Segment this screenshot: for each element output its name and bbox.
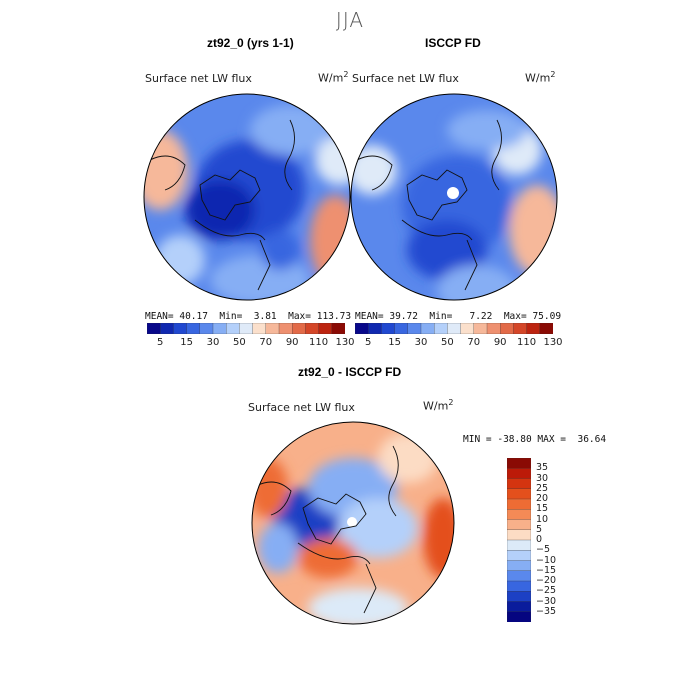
colorbar-tick-label: 50 — [441, 337, 454, 348]
panel2-stats: MEAN= 39.72 Min= 7.22 Max= 75.09 — [355, 311, 562, 322]
colorbar-tick-label: 30 — [414, 337, 428, 348]
colorbar-swatch — [355, 323, 369, 334]
panel2-variable-label: Surface net LW flux — [352, 72, 459, 85]
colorbar-swatch — [500, 323, 515, 334]
colorbar-tick-label: 15 — [180, 337, 193, 348]
colorbar-swatch — [507, 601, 531, 613]
colorbar-swatch — [318, 323, 333, 334]
colorbar-tick-label: 70 — [259, 337, 273, 348]
colorbar-swatch — [526, 323, 541, 334]
panel3-title: zt92_0 - ISCCP FD — [298, 365, 402, 379]
colorbar-tick-label: 5 — [365, 337, 372, 348]
colorbar-tick-label: 110 — [517, 337, 537, 348]
colorbar-swatch — [507, 529, 531, 541]
colorbar-swatch — [507, 550, 531, 561]
colorbar-swatch — [292, 323, 307, 334]
colorbar-swatch — [278, 323, 293, 334]
colorbar-tick-label: 90 — [285, 337, 299, 348]
panel3-units: W/m2 — [423, 398, 454, 413]
panel1-colorbar — [147, 323, 345, 334]
colorbar-tick-label: 20 — [536, 493, 549, 504]
panel3-variable-label: Surface net LW flux — [248, 401, 355, 414]
colorbar-swatch — [252, 323, 267, 334]
colorbar-swatch — [226, 323, 241, 334]
panel1-map — [143, 93, 351, 301]
colorbar-swatch — [507, 539, 531, 551]
colorbar-swatch — [331, 323, 345, 334]
colorbar-swatch — [265, 323, 280, 334]
colorbar-swatch — [368, 323, 383, 334]
colorbar-tick-label: 25 — [536, 482, 549, 494]
colorbar-swatch — [507, 458, 531, 469]
colorbar-swatch — [305, 323, 320, 334]
colorbar-tick-label: 15 — [536, 503, 549, 515]
panel1-title: zt92_0 (yrs 1-1) — [207, 36, 294, 50]
colorbar-tick-label: 35 — [536, 462, 549, 474]
colorbar-swatch — [539, 323, 553, 334]
colorbar-swatch — [507, 611, 531, 622]
colorbar-swatch — [507, 509, 531, 520]
colorbar-tick-label: −5 — [536, 544, 551, 556]
panel3-colorbar — [507, 458, 531, 622]
colorbar-swatch — [460, 323, 475, 334]
colorbar-swatch — [507, 591, 531, 602]
panel1-variable-label: Surface net LW flux — [145, 72, 252, 85]
colorbar-tick-label: 130 — [335, 337, 355, 348]
colorbar-tick-label: −25 — [536, 585, 557, 597]
colorbar-tick-label: −35 — [536, 605, 557, 617]
colorbar-swatch — [507, 468, 531, 479]
colorbar-swatch — [486, 323, 501, 334]
main-title: JJA — [335, 8, 365, 32]
colorbar-swatch — [173, 323, 188, 334]
colorbar-tick-label: 0 — [536, 534, 543, 545]
colorbar-tick-label: −15 — [536, 564, 557, 576]
colorbar-tick-label: 30 — [536, 472, 549, 484]
colorbar-tick-label: −30 — [536, 595, 557, 607]
colorbar-swatch — [507, 519, 531, 531]
colorbar-swatch — [212, 323, 227, 334]
colorbar-swatch — [186, 323, 201, 334]
colorbar-swatch — [473, 323, 488, 334]
colorbar-tick-label: 15 — [388, 337, 401, 348]
panel2-units: W/m2 — [525, 70, 556, 85]
colorbar-swatch — [507, 488, 531, 500]
colorbar-tick-label: 5 — [157, 337, 164, 348]
panel2-colorbar — [355, 323, 553, 334]
colorbar-tick-label: 10 — [536, 513, 549, 525]
colorbar-tick-label: 50 — [233, 337, 246, 348]
panel1-units: W/m2 — [318, 70, 349, 85]
colorbar-swatch — [407, 323, 422, 334]
colorbar-tick-label: −20 — [536, 575, 557, 586]
panel2-title: ISCCP FD — [425, 36, 481, 50]
colorbar-tick-label: 30 — [206, 337, 220, 348]
colorbar-swatch — [507, 570, 531, 582]
panel3-stats: MIN = -38.80 MAX = 36.64 — [463, 434, 607, 445]
colorbar-swatch — [381, 323, 396, 334]
colorbar-swatch — [507, 478, 531, 490]
colorbar-swatch — [447, 323, 462, 334]
colorbar-swatch — [420, 323, 435, 334]
panel3-map — [251, 421, 455, 625]
colorbar-swatch — [394, 323, 409, 334]
panel1-stats: MEAN= 40.17 Min= 3.81 Max= 113.73 — [145, 311, 352, 322]
panel3-colorbar-ticks: 35 30 25 20 15 10 5 0 −5 −10 −15 −20 −25 −30 −35 — [536, 458, 576, 622]
colorbar-tick-label: 110 — [309, 337, 329, 348]
colorbar-tick-label: 5 — [536, 523, 543, 535]
colorbar-swatch — [239, 323, 254, 334]
colorbar-tick-label: 70 — [467, 337, 481, 348]
colorbar-swatch — [434, 323, 449, 334]
colorbar-swatch — [507, 560, 531, 572]
colorbar-swatch — [160, 323, 175, 334]
colorbar-swatch — [507, 580, 531, 592]
colorbar-tick-label: 90 — [493, 337, 507, 348]
colorbar-tick-label: −10 — [536, 554, 557, 566]
colorbar-tick-label: 130 — [543, 337, 563, 348]
panel1-colorbar-ticks: 5 15 30 50 70 90 110 130 — [147, 337, 355, 351]
colorbar-swatch — [513, 323, 528, 334]
colorbar-swatch — [199, 323, 214, 334]
colorbar-swatch — [507, 498, 531, 510]
panel2-map — [350, 93, 558, 301]
colorbar-swatch — [147, 323, 161, 334]
panel2-colorbar-ticks: 5 15 30 50 70 90 110 130 — [355, 337, 563, 351]
